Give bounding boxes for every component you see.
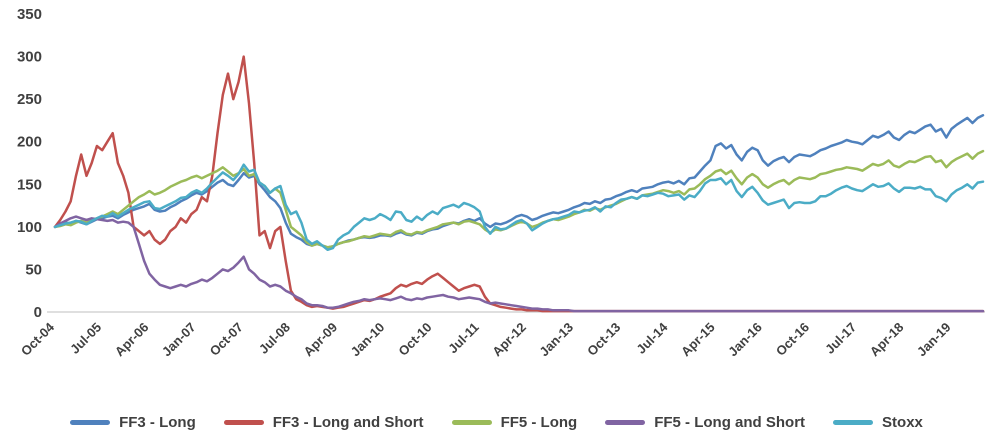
x-axis-tick-label: Apr-09	[301, 320, 341, 360]
series-line-ff3-long-and-short	[53, 55, 985, 313]
y-axis-tick-label: 100	[17, 219, 42, 236]
legend-item-ff5-long[interactable]: FF5 - Long	[451, 414, 578, 431]
x-axis-tick-label: Jan-07	[159, 320, 199, 360]
x-axis-tick-label: Jan-10	[348, 320, 388, 360]
legend-item-ff3-long[interactable]: FF3 - Long	[70, 414, 196, 431]
y-axis-tick-label: 0	[34, 304, 42, 321]
x-axis-tick-label: Oct-04	[18, 319, 58, 359]
legend-swatch-ff5-long-and-short	[605, 420, 646, 425]
y-axis-tick-label: 150	[17, 176, 42, 193]
legend-swatch-stoxx	[833, 420, 874, 425]
series-line-ff5-long-and-short	[53, 215, 985, 313]
y-axis-tick-label: 350	[17, 6, 42, 23]
legend-swatch-ff5-long	[451, 420, 492, 425]
legend-item-ff5-long-and-short[interactable]: FF5 - Long and Short	[605, 414, 805, 431]
series-line-stoxx	[53, 163, 985, 252]
legend-swatch-ff3-long-and-short	[223, 420, 264, 425]
y-axis-tick-label: 250	[17, 91, 42, 108]
legend-item-stoxx[interactable]: Stoxx	[833, 414, 923, 431]
y-axis-tick-label: 50	[25, 261, 42, 278]
legend-label-stoxx: Stoxx	[882, 414, 923, 431]
x-axis-tick-label: Oct-07	[207, 320, 246, 359]
y-axis-tick-label: 200	[17, 134, 42, 151]
x-axis-tick-label: Oct-16	[773, 320, 812, 359]
legend-label-ff5-long-and-short: FF5 - Long and Short	[654, 414, 806, 431]
x-axis-tick-label: Jul-11	[445, 320, 482, 357]
x-axis-tick-label: Apr-15	[678, 320, 718, 360]
legend-label-ff5-long: FF5 - Long	[500, 414, 578, 431]
x-axis-tick-label: Oct-13	[584, 320, 623, 359]
y-axis-tick-label: 300	[17, 49, 42, 66]
x-axis-tick-label: Apr-12	[489, 320, 529, 360]
legend-swatch-ff3-long	[70, 420, 111, 425]
legend-label-ff3-long-and-short: FF3 - Long and Short	[272, 414, 424, 431]
x-axis-tick-label: Jul-17	[822, 320, 859, 357]
chart-area: 0 50 100 150 200 250 300 350 Oct-04 Jul-05 Apr-06 J…	[17, 6, 985, 360]
x-axis-tick-label: Jan-19	[914, 320, 954, 360]
legend-label-ff3-long: FF3 - Long	[119, 414, 196, 431]
legend-item-ff3-long-and-short[interactable]: FF3 - Long and Short	[223, 414, 424, 431]
chart-legend: FF3 - Long FF3 - Long and Short FF5 - Lo…	[0, 414, 993, 431]
x-axis-tick-label: Jul-05	[67, 320, 104, 357]
x-axis-tick-label: Jan-13	[536, 320, 576, 360]
x-axis-tick-label: Jul-14	[633, 319, 671, 357]
series-line-ff3-long	[53, 114, 985, 249]
x-axis-tick-label: Oct-10	[395, 320, 434, 359]
x-axis-tick-label: Jan-16	[725, 320, 765, 360]
x-axis-tick-label: Jul-08	[256, 320, 293, 357]
x-axis-tick-label: Apr-06	[112, 320, 152, 360]
series-line-ff5-long	[53, 149, 985, 249]
x-axis-tick-label: Apr-18	[867, 320, 907, 360]
